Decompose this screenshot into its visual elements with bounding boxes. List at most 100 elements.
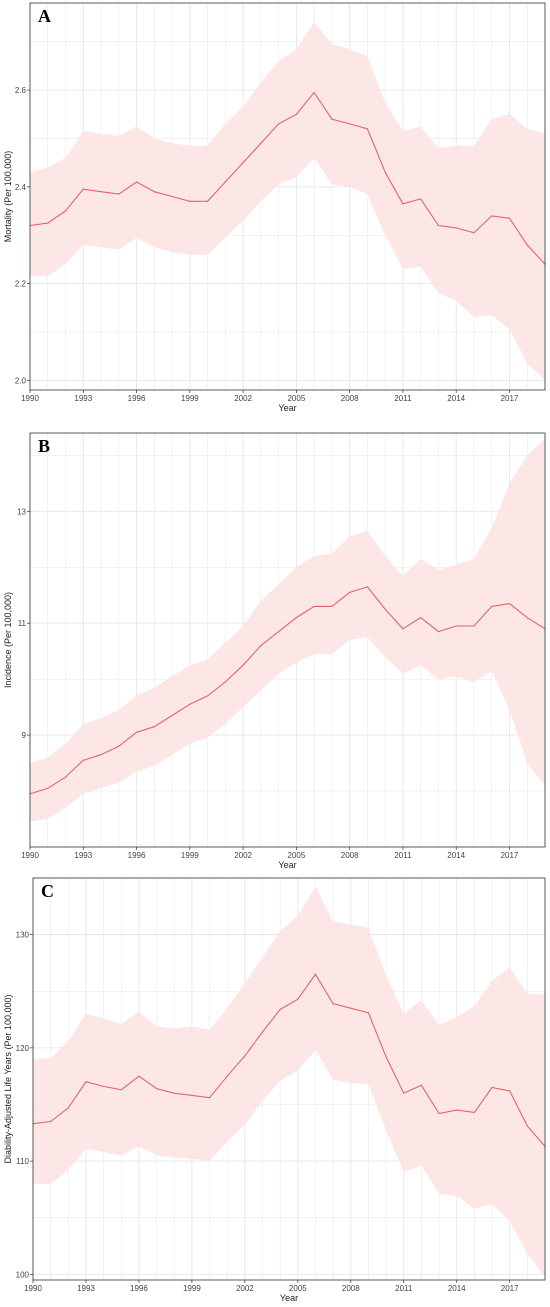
- data-point: [171, 195, 173, 198]
- data-point: [226, 1075, 228, 1077]
- data-point: [437, 631, 440, 633]
- x-tick-label: 2011: [395, 1284, 413, 1293]
- y-tick-label: 2.2: [15, 280, 27, 289]
- panel-b-data-points: [29, 586, 546, 795]
- data-point: [189, 703, 191, 705]
- data-point: [384, 171, 386, 173]
- y-tick-label: 11: [18, 619, 27, 628]
- data-point: [279, 1008, 281, 1010]
- data-point: [366, 586, 369, 588]
- panel-a-data-points: [29, 91, 546, 265]
- y-tick-label: 2.4: [15, 183, 27, 192]
- x-tick-label: 1999: [181, 851, 199, 860]
- x-tick-label: 1999: [181, 394, 199, 403]
- data-point: [191, 1094, 193, 1097]
- x-tick-label: 2011: [394, 851, 412, 860]
- data-point: [403, 1092, 405, 1094]
- plot-frame: [29, 432, 546, 848]
- data-point: [526, 1125, 528, 1127]
- panel-b-label: B: [38, 436, 50, 456]
- data-point: [349, 591, 351, 594]
- plot-frame: [29, 2, 546, 391]
- panel-c-series-line: [32, 973, 546, 1147]
- data-point: [491, 605, 493, 608]
- data-point: [153, 726, 155, 728]
- x-tick-label: 2008: [341, 851, 359, 860]
- x-tick-label: 2014: [447, 851, 465, 860]
- y-axis-title: Diability-Adjusted Life Years (Per 100,0…: [3, 994, 13, 1163]
- data-point: [455, 625, 457, 627]
- data-point: [314, 973, 317, 975]
- panel-a-chart: 1990 1993 1996 1999 2002 2005 2008 2011 2014 2017…: [3, 2, 546, 413]
- y-axis-title: Mortality (Per 100,000): [3, 151, 13, 243]
- x-tick-label: 2014: [448, 1284, 466, 1293]
- data-point: [135, 731, 138, 733]
- plot-frame: [32, 877, 546, 1281]
- data-point: [420, 1084, 423, 1086]
- x-tick-label: 2002: [236, 1284, 254, 1293]
- data-point: [402, 203, 404, 205]
- data-point: [261, 1031, 264, 1033]
- data-point: [366, 128, 369, 130]
- data-point: [508, 217, 511, 219]
- data-point: [509, 1090, 511, 1092]
- x-tick-label: 1990: [21, 394, 39, 403]
- data-point: [47, 787, 49, 789]
- data-point: [47, 222, 49, 224]
- data-point: [491, 1086, 493, 1089]
- x-tick-label: 1996: [128, 851, 146, 860]
- data-point: [224, 681, 226, 683]
- data-point: [438, 1112, 440, 1115]
- panel-a-series-line: [29, 91, 546, 265]
- panel-c-data-points: [32, 973, 546, 1147]
- x-tick-label: 1993: [77, 1284, 95, 1293]
- data-point: [224, 181, 226, 183]
- panel-a-label: A: [38, 6, 51, 26]
- data-point: [138, 1075, 140, 1077]
- data-point: [473, 232, 475, 234]
- data-point: [420, 198, 422, 200]
- data-point: [85, 1081, 87, 1083]
- data-point: [100, 191, 102, 193]
- x-tick-label: 2002: [234, 851, 252, 860]
- data-point: [526, 244, 528, 246]
- x-tick-label: 2017: [501, 1284, 519, 1293]
- data-point: [242, 162, 244, 164]
- data-point: [437, 224, 440, 227]
- data-point: [295, 617, 297, 619]
- data-point: [155, 1088, 158, 1090]
- panel-a-uncertainty-band: [30, 22, 545, 381]
- data-point: [208, 1097, 211, 1099]
- data-point: [278, 631, 280, 633]
- data-point: [349, 123, 351, 125]
- data-point: [244, 1055, 246, 1057]
- y-tick-label: 100: [16, 1270, 30, 1279]
- data-point: [82, 188, 84, 190]
- data-point: [120, 1089, 122, 1091]
- x-tick-label: 2002: [234, 394, 252, 403]
- data-point: [206, 695, 209, 697]
- x-tick-label: 2005: [289, 1284, 307, 1293]
- data-point: [526, 617, 528, 619]
- panel-b-chart: 1990 1993 1996 1999 2002 2005 2008 2011 2014 2017…: [3, 432, 546, 870]
- y-tick-label: 9: [22, 731, 27, 740]
- data-point: [313, 605, 315, 608]
- data-point: [385, 1056, 387, 1058]
- data-point: [189, 200, 191, 202]
- data-point: [473, 625, 475, 627]
- data-point: [82, 759, 84, 761]
- y-tick-label: 13: [17, 507, 26, 516]
- x-tick-label: 2008: [341, 394, 359, 403]
- x-tick-label: 2005: [287, 851, 305, 860]
- x-tick-label: 2017: [501, 394, 519, 403]
- data-point: [295, 113, 297, 115]
- panel-c-chart: 1990 1993 1996 1999 2002 2005 2008 2011 2014 2017…: [3, 877, 546, 1303]
- data-point: [260, 142, 262, 144]
- data-point: [367, 1012, 370, 1014]
- x-tick-label: 2014: [447, 394, 465, 403]
- data-point: [206, 200, 209, 202]
- data-point: [67, 1107, 69, 1109]
- data-point: [173, 1092, 175, 1094]
- data-point: [118, 745, 120, 747]
- x-tick-label: 2017: [501, 851, 519, 860]
